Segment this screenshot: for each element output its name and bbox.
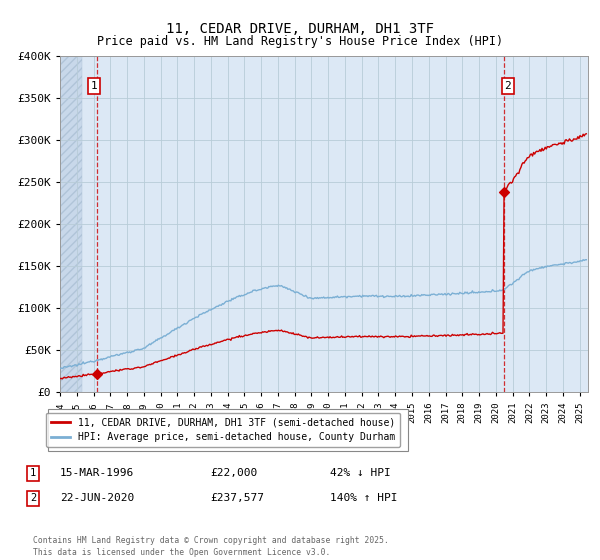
Text: 2: 2 bbox=[505, 81, 511, 91]
Text: £237,577: £237,577 bbox=[210, 493, 264, 503]
Text: 22-JUN-2020: 22-JUN-2020 bbox=[60, 493, 134, 503]
FancyBboxPatch shape bbox=[48, 409, 408, 451]
Point bbox=[499, 188, 508, 197]
Text: 2: 2 bbox=[30, 493, 36, 503]
Text: £22,000: £22,000 bbox=[210, 468, 257, 478]
Text: Price paid vs. HM Land Registry's House Price Index (HPI): Price paid vs. HM Land Registry's House … bbox=[97, 35, 503, 48]
Bar bbox=[60, 56, 82, 392]
Text: 11, CEDAR DRIVE, DURHAM, DH1 3TF: 11, CEDAR DRIVE, DURHAM, DH1 3TF bbox=[166, 22, 434, 36]
Text: Contains HM Land Registry data © Crown copyright and database right 2025.
This d: Contains HM Land Registry data © Crown c… bbox=[33, 536, 389, 557]
Text: 42% ↓ HPI: 42% ↓ HPI bbox=[330, 468, 391, 478]
Legend: 11, CEDAR DRIVE, DURHAM, DH1 3TF (semi-detached house), HPI: Average price, semi: 11, CEDAR DRIVE, DURHAM, DH1 3TF (semi-d… bbox=[46, 413, 400, 447]
Text: 1: 1 bbox=[91, 81, 97, 91]
Text: 1: 1 bbox=[30, 468, 36, 478]
Point bbox=[92, 369, 102, 378]
Text: 140% ↑ HPI: 140% ↑ HPI bbox=[330, 493, 398, 503]
Text: 15-MAR-1996: 15-MAR-1996 bbox=[60, 468, 134, 478]
